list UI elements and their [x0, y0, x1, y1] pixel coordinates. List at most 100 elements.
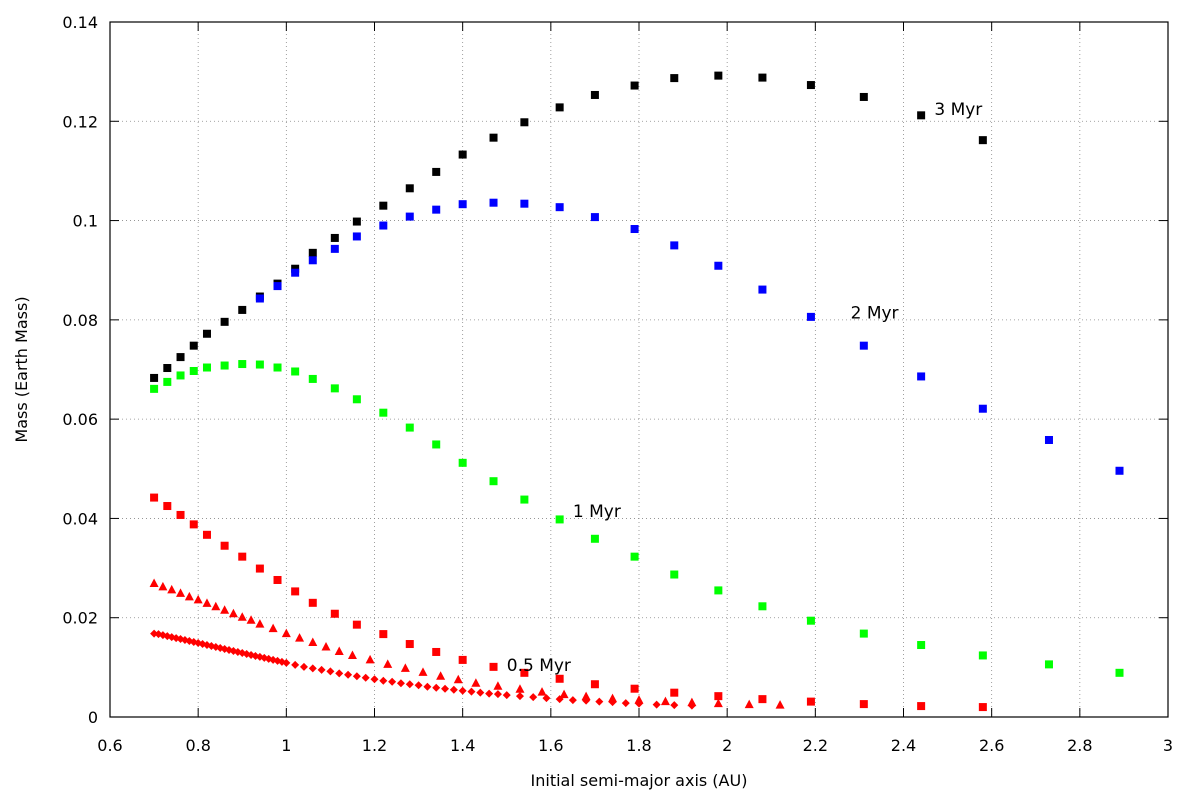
x-tick-label: 1.2 [362, 736, 387, 755]
data-point-square [1115, 466, 1124, 475]
data-point-triangle [255, 619, 265, 628]
data-point-square [859, 92, 868, 101]
data-point-square [330, 609, 339, 618]
data-point-square [1044, 435, 1053, 444]
data-point-square [432, 167, 441, 176]
data-point-square [859, 629, 868, 638]
data-point-square [273, 363, 282, 372]
data-point-square [405, 184, 414, 193]
data-point-square [520, 668, 529, 677]
series-annotation-label: 1 Myr [573, 502, 621, 522]
data-point-diamond [335, 669, 344, 678]
data-point-square [163, 377, 172, 386]
data-point-square [220, 361, 229, 370]
data-point-square [150, 373, 159, 382]
data-point-triangle [383, 659, 393, 668]
data-point-triangle [660, 696, 670, 706]
data-point-square [379, 201, 388, 210]
data-point-square [917, 372, 926, 381]
data-point-triangle [581, 691, 591, 701]
data-point-square [670, 570, 679, 579]
data-point-square [670, 688, 679, 697]
data-point-square [630, 684, 639, 693]
data-point-square [670, 74, 679, 83]
data-point-square [630, 81, 639, 90]
data-point-square [330, 244, 339, 253]
x-tick-label: 2 [722, 736, 732, 755]
data-point-square [352, 232, 361, 241]
data-point-diamond [467, 687, 476, 696]
data-point-diamond [344, 670, 353, 679]
data-points [149, 71, 1124, 712]
data-point-square [859, 700, 868, 709]
data-point-square [489, 477, 498, 486]
data-point-square [432, 440, 441, 449]
data-point-triangle [537, 687, 547, 696]
series-annotation-label: 2 Myr [851, 303, 899, 323]
data-point-diamond [582, 696, 591, 705]
data-point-square [405, 423, 414, 432]
data-point-square [758, 73, 767, 82]
data-point-square [291, 587, 300, 596]
data-point-square [432, 647, 441, 656]
data-point-diamond [317, 665, 326, 674]
data-point-square [555, 103, 564, 112]
data-point-square [150, 384, 159, 393]
y-tick-label: 0.06 [62, 410, 98, 429]
data-point-triangle [334, 646, 344, 655]
data-point-square [379, 221, 388, 230]
data-point-square [150, 493, 159, 502]
data-point-triangle [744, 699, 754, 709]
data-point-diamond [476, 688, 485, 697]
data-point-diamond [568, 696, 577, 705]
data-point-diamond [493, 690, 502, 699]
data-point-square [590, 213, 599, 222]
data-point-square [352, 620, 361, 629]
data-point-triangle [158, 581, 168, 591]
data-point-triangle [167, 584, 177, 594]
data-point-triangle [775, 700, 785, 709]
data-point-square [432, 205, 441, 214]
data-point-diamond [405, 680, 414, 689]
data-point-triangle [471, 678, 481, 687]
data-point-square [806, 697, 815, 706]
data-point-square [1044, 660, 1053, 669]
data-point-square [352, 217, 361, 226]
data-point-square [458, 200, 467, 209]
data-point-square [176, 353, 185, 362]
x-tick-label: 2.6 [979, 736, 1004, 755]
data-point-square [255, 294, 264, 303]
data-point-triangle [515, 684, 525, 693]
data-point-square [758, 285, 767, 294]
y-tick-label: 0.08 [62, 311, 98, 330]
data-point-square [273, 575, 282, 584]
y-tick-label: 0.04 [62, 509, 98, 528]
data-point-triangle [453, 674, 463, 684]
y-tick-label: 0.1 [73, 212, 98, 231]
data-point-square [714, 71, 723, 80]
data-point-diamond [652, 700, 661, 709]
y-tick-label: 0 [88, 708, 98, 727]
x-tick-label: 3 [1163, 736, 1173, 755]
data-point-square [405, 640, 414, 649]
data-point-square [489, 133, 498, 142]
x-axis-label: Initial semi-major axis (AU) [531, 771, 748, 790]
data-point-triangle [281, 628, 291, 638]
data-point-diamond [608, 698, 617, 707]
data-point-diamond [555, 695, 564, 704]
data-point-square [806, 312, 815, 321]
x-tick-label: 1.4 [450, 736, 475, 755]
data-point-diamond [299, 662, 308, 671]
data-point-triangle [713, 698, 723, 708]
data-point-diamond [308, 664, 317, 673]
data-point-diamond [282, 658, 291, 667]
data-point-square [978, 136, 987, 145]
data-point-square [202, 363, 211, 372]
series-annotations: 3 Myr 2 Myr 1 Myr 0.5 Myr [507, 100, 983, 676]
x-tick-label: 2.2 [803, 736, 828, 755]
data-point-square [176, 510, 185, 519]
data-point-triangle [184, 591, 194, 601]
data-point-triangle [202, 598, 212, 607]
y-tick-label: 0.12 [62, 112, 98, 131]
data-point-square [238, 305, 247, 314]
